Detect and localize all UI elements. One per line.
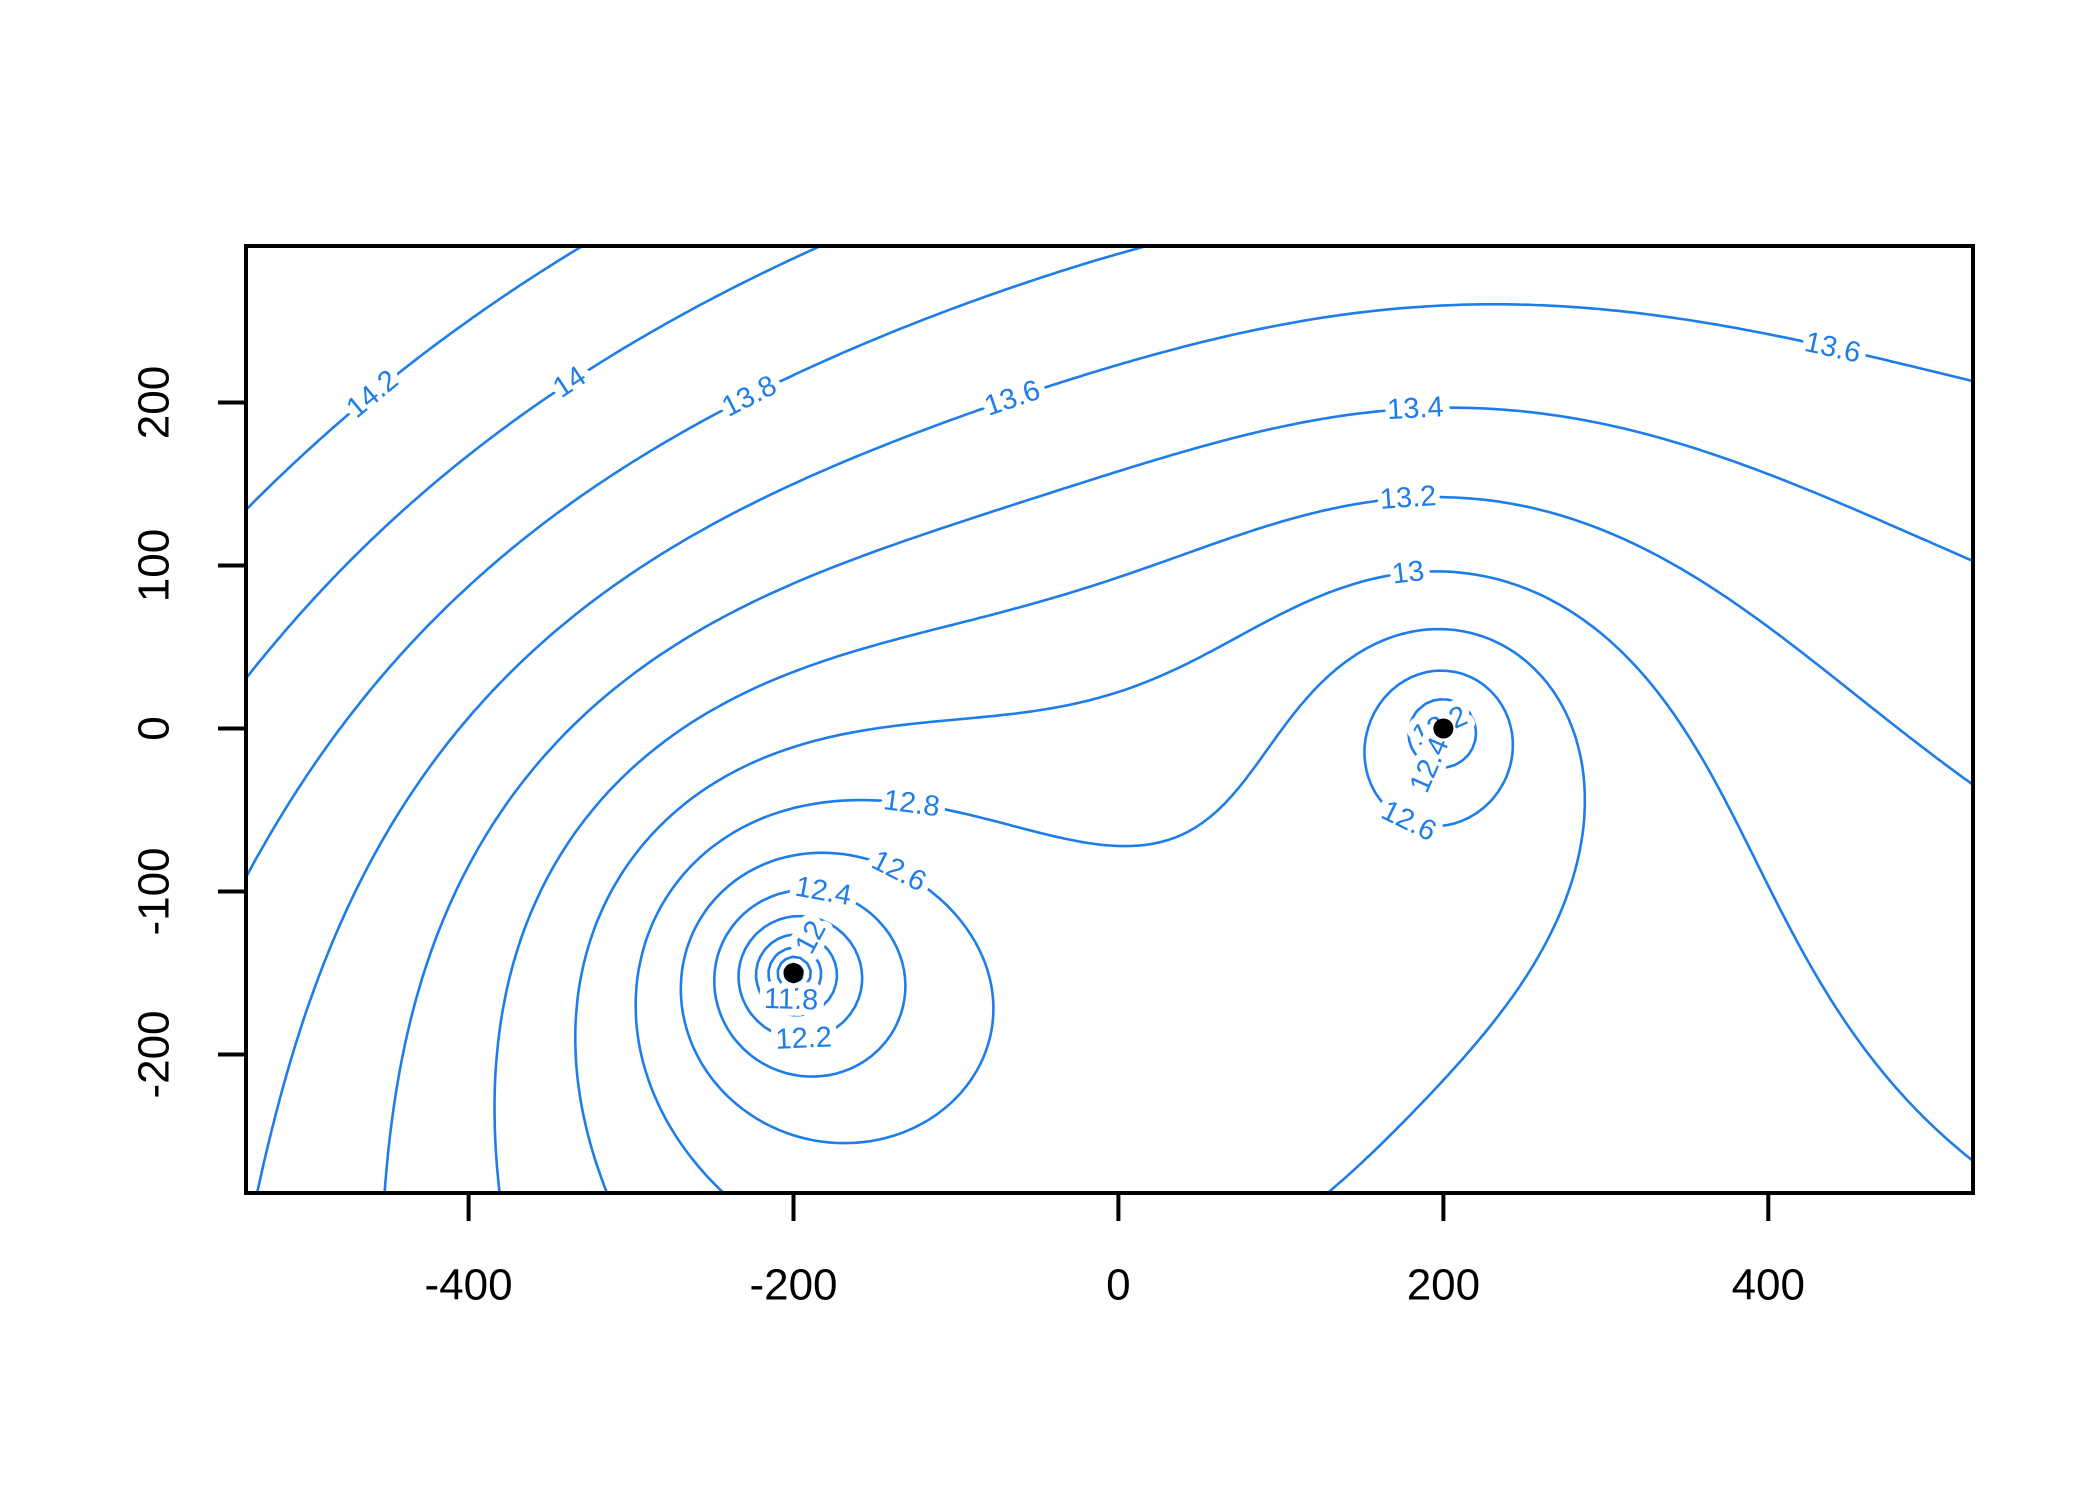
contour-line-13.0	[574, 570, 1973, 1193]
x-axis-tick-label: -400	[425, 1261, 513, 1310]
contour-label: 13	[1390, 555, 1426, 590]
contour-line-13.6	[255, 303, 1973, 1193]
contour-line-12.2	[737, 724, 1449, 1041]
data-point	[1433, 718, 1454, 739]
y-axis-tick-label: -200	[130, 1010, 179, 1098]
x-axis-tick-label: -200	[749, 1261, 837, 1310]
contour-label: 13.6	[981, 374, 1045, 422]
contour-label: 11.8	[764, 983, 819, 1016]
contour-label: 13.2	[1379, 480, 1437, 516]
contour-line-13.2	[493, 495, 1973, 1193]
plot-border	[244, 244, 1975, 1195]
contour-label: 12.2	[775, 1021, 833, 1055]
contour-line-12.4	[713, 698, 1478, 1078]
contour-label: 12.4	[1404, 733, 1456, 798]
y-axis-tick-label: -100	[130, 847, 179, 935]
contour-label: 12.4	[793, 871, 854, 913]
contour-line-14.0	[246, 246, 822, 680]
x-axis-tick-label: 0	[1106, 1261, 1130, 1310]
contour-line-11.8	[767, 946, 823, 1002]
contour-line-12.6	[679, 669, 1515, 1145]
contour-label: 12.8	[882, 784, 942, 823]
contour-line-13.8	[246, 246, 1148, 879]
plot-area: 14.2 14 13.8 13.6 13.413.21312.812.612.41211…	[246, 246, 1973, 1193]
contour-line-12.0	[754, 933, 839, 1017]
y-axis-tick-label: 200	[130, 366, 179, 439]
data-point	[783, 963, 804, 983]
y-axis-tick-label: 100	[130, 529, 179, 602]
x-axis-tick-label: 400	[1732, 1261, 1805, 1310]
contour-label: 13.8	[717, 369, 782, 423]
y-axis-tick-label: 0	[130, 716, 179, 740]
contour-line-11.6	[776, 955, 812, 992]
contour-label: 14	[547, 360, 592, 404]
contour-label: 14.2	[341, 364, 405, 425]
contour-label: 12.6	[1376, 794, 1441, 848]
contour-label: 12.6	[866, 844, 931, 898]
x-axis-tick-label: 200	[1407, 1261, 1480, 1310]
contour-line-13.4	[383, 406, 1973, 1193]
contour-label: 13.6	[1802, 326, 1864, 369]
contour-line-14.2	[246, 246, 584, 512]
contour-line-12.8	[634, 627, 1587, 1193]
contour-label: 13.4	[1386, 391, 1444, 426]
